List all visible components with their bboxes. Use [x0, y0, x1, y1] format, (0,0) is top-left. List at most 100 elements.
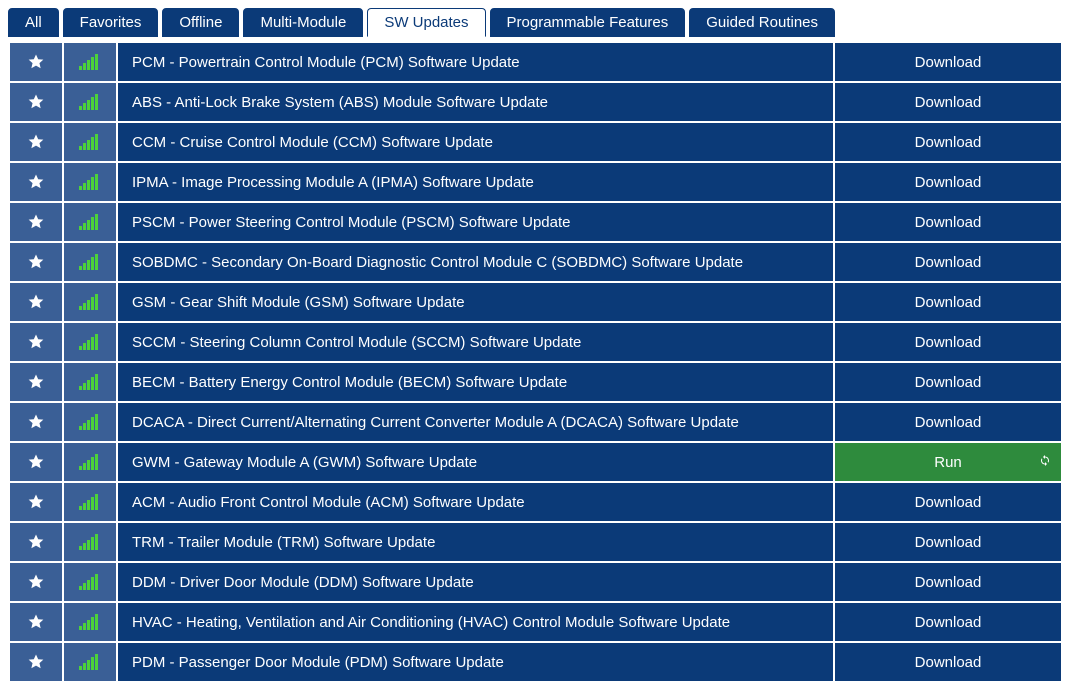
update-name[interactable]: IPMA - Image Processing Module A (IPMA) … [118, 163, 833, 201]
signal-strength-icon [79, 54, 101, 70]
favorite-cell[interactable] [10, 443, 62, 481]
signal-strength-icon [79, 294, 101, 310]
update-name[interactable]: SOBDMC - Secondary On-Board Diagnostic C… [118, 243, 833, 281]
tab-programmable-features[interactable]: Programmable Features [490, 8, 686, 37]
favorite-star-icon[interactable] [27, 413, 45, 431]
download-button[interactable]: Download [835, 203, 1061, 241]
action-label: Download [915, 654, 982, 671]
favorite-cell[interactable] [10, 523, 62, 561]
download-button[interactable]: Download [835, 643, 1061, 681]
favorite-cell[interactable] [10, 43, 62, 81]
action-label: Download [915, 414, 982, 431]
favorite-cell[interactable] [10, 163, 62, 201]
download-button[interactable]: Download [835, 283, 1061, 321]
update-name[interactable]: DCACA - Direct Current/Alternating Curre… [118, 403, 833, 441]
download-button[interactable]: Download [835, 243, 1061, 281]
signal-strength-icon [79, 134, 101, 150]
favorite-star-icon[interactable] [27, 53, 45, 71]
tab-guided-routines[interactable]: Guided Routines [689, 8, 835, 37]
favorite-star-icon[interactable] [27, 93, 45, 111]
favorite-star-icon[interactable] [27, 493, 45, 511]
favorite-star-icon[interactable] [27, 293, 45, 311]
update-name[interactable]: GSM - Gear Shift Module (GSM) Software U… [118, 283, 833, 321]
favorite-star-icon[interactable] [27, 133, 45, 151]
download-button[interactable]: Download [835, 403, 1061, 441]
update-name[interactable]: PSCM - Power Steering Control Module (PS… [118, 203, 833, 241]
favorite-cell[interactable] [10, 243, 62, 281]
signal-strength-icon [79, 214, 101, 230]
update-name[interactable]: SCCM - Steering Column Control Module (S… [118, 323, 833, 361]
download-button[interactable]: Download [835, 483, 1061, 521]
favorite-cell[interactable] [10, 403, 62, 441]
favorite-star-icon[interactable] [27, 173, 45, 191]
favorite-star-icon[interactable] [27, 653, 45, 671]
signal-cell [64, 243, 116, 281]
favorite-cell[interactable] [10, 283, 62, 321]
download-button[interactable]: Download [835, 83, 1061, 121]
signal-cell [64, 603, 116, 641]
update-name[interactable]: ABS - Anti-Lock Brake System (ABS) Modul… [118, 83, 833, 121]
signal-strength-icon [79, 414, 101, 430]
update-name[interactable]: HVAC - Heating, Ventilation and Air Cond… [118, 603, 833, 641]
favorite-star-icon[interactable] [27, 253, 45, 271]
tab-favorites[interactable]: Favorites [63, 8, 159, 37]
tab-all[interactable]: All [8, 8, 59, 37]
update-name[interactable]: BECM - Battery Energy Control Module (BE… [118, 363, 833, 401]
tab-offline[interactable]: Offline [162, 8, 239, 37]
download-button[interactable]: Download [835, 523, 1061, 561]
favorite-cell[interactable] [10, 363, 62, 401]
signal-cell [64, 83, 116, 121]
table-row: DDM - Driver Door Module (DDM) Software … [10, 563, 1061, 601]
download-button[interactable]: Download [835, 363, 1061, 401]
table-row: SCCM - Steering Column Control Module (S… [10, 323, 1061, 361]
favorite-cell[interactable] [10, 563, 62, 601]
update-name[interactable]: DDM - Driver Door Module (DDM) Software … [118, 563, 833, 601]
favorite-star-icon[interactable] [27, 333, 45, 351]
download-button[interactable]: Download [835, 43, 1061, 81]
table-row: CCM - Cruise Control Module (CCM) Softwa… [10, 123, 1061, 161]
table-row: GWM - Gateway Module A (GWM) Software Up… [10, 443, 1061, 481]
signal-cell [64, 163, 116, 201]
update-name[interactable]: CCM - Cruise Control Module (CCM) Softwa… [118, 123, 833, 161]
signal-cell [64, 363, 116, 401]
download-button[interactable]: Download [835, 123, 1061, 161]
favorite-star-icon[interactable] [27, 573, 45, 591]
signal-cell [64, 203, 116, 241]
update-name[interactable]: TRM - Trailer Module (TRM) Software Upda… [118, 523, 833, 561]
favorite-cell[interactable] [10, 83, 62, 121]
run-button[interactable]: Run [835, 443, 1061, 481]
signal-cell [64, 283, 116, 321]
table-row: ACM - Audio Front Control Module (ACM) S… [10, 483, 1061, 521]
update-name[interactable]: PCM - Powertrain Control Module (PCM) So… [118, 43, 833, 81]
tab-multi-module[interactable]: Multi-Module [243, 8, 363, 37]
favorite-star-icon[interactable] [27, 533, 45, 551]
update-name[interactable]: PDM - Passenger Door Module (PDM) Softwa… [118, 643, 833, 681]
signal-strength-icon [79, 334, 101, 350]
update-name[interactable]: ACM - Audio Front Control Module (ACM) S… [118, 483, 833, 521]
update-name[interactable]: GWM - Gateway Module A (GWM) Software Up… [118, 443, 833, 481]
download-button[interactable]: Download [835, 163, 1061, 201]
favorite-cell[interactable] [10, 603, 62, 641]
download-button[interactable]: Download [835, 603, 1061, 641]
favorite-cell[interactable] [10, 123, 62, 161]
download-button[interactable]: Download [835, 323, 1061, 361]
table-row: PSCM - Power Steering Control Module (PS… [10, 203, 1061, 241]
signal-cell [64, 563, 116, 601]
favorite-cell[interactable] [10, 203, 62, 241]
favorite-cell[interactable] [10, 323, 62, 361]
favorite-cell[interactable] [10, 643, 62, 681]
favorite-cell[interactable] [10, 483, 62, 521]
table-row: DCACA - Direct Current/Alternating Curre… [10, 403, 1061, 441]
favorite-star-icon[interactable] [27, 213, 45, 231]
signal-cell [64, 403, 116, 441]
action-label: Download [915, 374, 982, 391]
table-row: IPMA - Image Processing Module A (IPMA) … [10, 163, 1061, 201]
signal-strength-icon [79, 574, 101, 590]
download-button[interactable]: Download [835, 563, 1061, 601]
tabs-bar: AllFavoritesOfflineMulti-ModuleSW Update… [8, 8, 1063, 37]
signal-cell [64, 523, 116, 561]
favorite-star-icon[interactable] [27, 373, 45, 391]
favorite-star-icon[interactable] [27, 453, 45, 471]
tab-sw-updates[interactable]: SW Updates [367, 8, 485, 37]
favorite-star-icon[interactable] [27, 613, 45, 631]
